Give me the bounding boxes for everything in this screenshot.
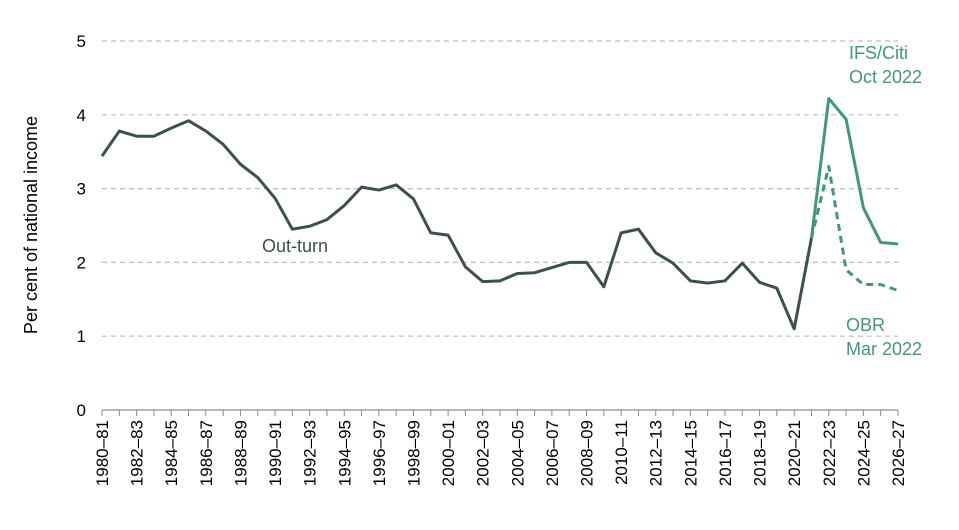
x-tick-label: 2016–17	[716, 420, 735, 486]
series-label-line: OBR	[846, 315, 885, 335]
x-tick-label: 1996–97	[370, 420, 389, 486]
series-label-line: Mar 2022	[846, 339, 922, 359]
y-tick-label: 4	[77, 106, 86, 125]
x-tick-label: 2002–03	[474, 420, 493, 486]
x-tick-label: 1990–91	[266, 420, 285, 486]
y-axis-title: Per cent of national income	[21, 116, 41, 334]
series-label-line: IFS/Citi	[849, 43, 908, 63]
annotation-out-turn: Out-turn	[262, 236, 328, 256]
x-tick-label: 2010–11	[612, 420, 631, 485]
x-tick-label: 2024–25	[854, 420, 873, 486]
series-lines	[100, 97, 899, 331]
x-tick-label: 2000–01	[439, 420, 458, 486]
x-tick-label: 1992–93	[301, 420, 320, 486]
y-tick-label: 0	[77, 401, 86, 420]
series-line-outturn	[100, 119, 813, 331]
x-tick-label: 2006–07	[543, 420, 562, 486]
x-tick-label: 1982–83	[128, 420, 147, 486]
x-tick-labels: 1980–81 1982–83 1984–85 1986–87 1988–89 1990–…	[93, 420, 908, 486]
axes	[101, 409, 899, 416]
x-tick-label: 2012–13	[647, 420, 666, 486]
x-tick-label: 1980–81	[93, 420, 112, 486]
x-tick-label: 1986–87	[197, 420, 216, 486]
y-tick-label: 1	[77, 327, 86, 346]
series-line-obr	[810, 164, 899, 292]
x-tick-label: 1984–85	[162, 420, 181, 486]
x-tick-label: 2008–09	[578, 420, 597, 486]
x-tick-label: 2004–05	[508, 420, 527, 486]
series-line-ifs	[809, 97, 899, 246]
series-label-ifs-citi: IFS/Citi Oct 2022	[849, 43, 922, 87]
x-tick-label: 2014–15	[681, 420, 700, 486]
gridlines	[102, 40, 898, 337]
x-tick-label: 2018–19	[751, 420, 770, 486]
y-tick-label: 5	[77, 32, 86, 51]
series-label-obr: OBR Mar 2022	[846, 315, 922, 359]
y-tick-labels: 0 1 2 3 4 5	[77, 32, 86, 420]
x-tick-label: 2022–23	[820, 420, 839, 486]
x-tick-label: 1994–95	[335, 420, 354, 486]
x-tick-label: 1988–89	[231, 420, 250, 486]
x-tick-label: 2020–21	[785, 420, 804, 486]
x-tick-label: 2026–27	[889, 420, 908, 486]
x-tick-label: 1998–99	[404, 420, 423, 486]
series-label-line: Oct 2022	[849, 67, 922, 87]
y-tick-label: 2	[77, 253, 86, 272]
y-tick-label: 3	[77, 180, 86, 199]
